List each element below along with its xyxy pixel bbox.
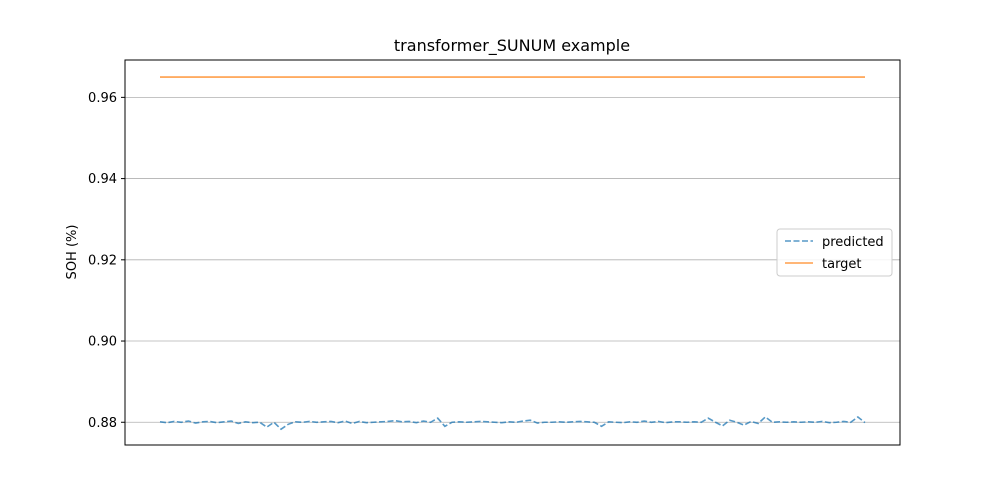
- y-tick-label: 0.94: [88, 172, 117, 187]
- plot-frame: [124, 59, 901, 446]
- series-line-predicted: [159, 415, 866, 431]
- series-layer: [159, 76, 866, 431]
- y-tick-label: 0.90: [88, 335, 117, 350]
- legend-label-predicted: predicted: [822, 235, 884, 250]
- legend: predicted target: [776, 228, 893, 277]
- y-axis: 0.88 0.90 0.92 0.94 0.96: [88, 91, 125, 431]
- chart-title: transformer_SUNUM example: [394, 36, 630, 56]
- y-tick-label: 0.92: [88, 253, 117, 268]
- y-tick-label: 0.88: [88, 416, 117, 431]
- y-tick-label: 0.96: [88, 91, 117, 106]
- legend-label-target: target: [822, 257, 862, 272]
- y-axis-label: SOH (%): [65, 225, 80, 280]
